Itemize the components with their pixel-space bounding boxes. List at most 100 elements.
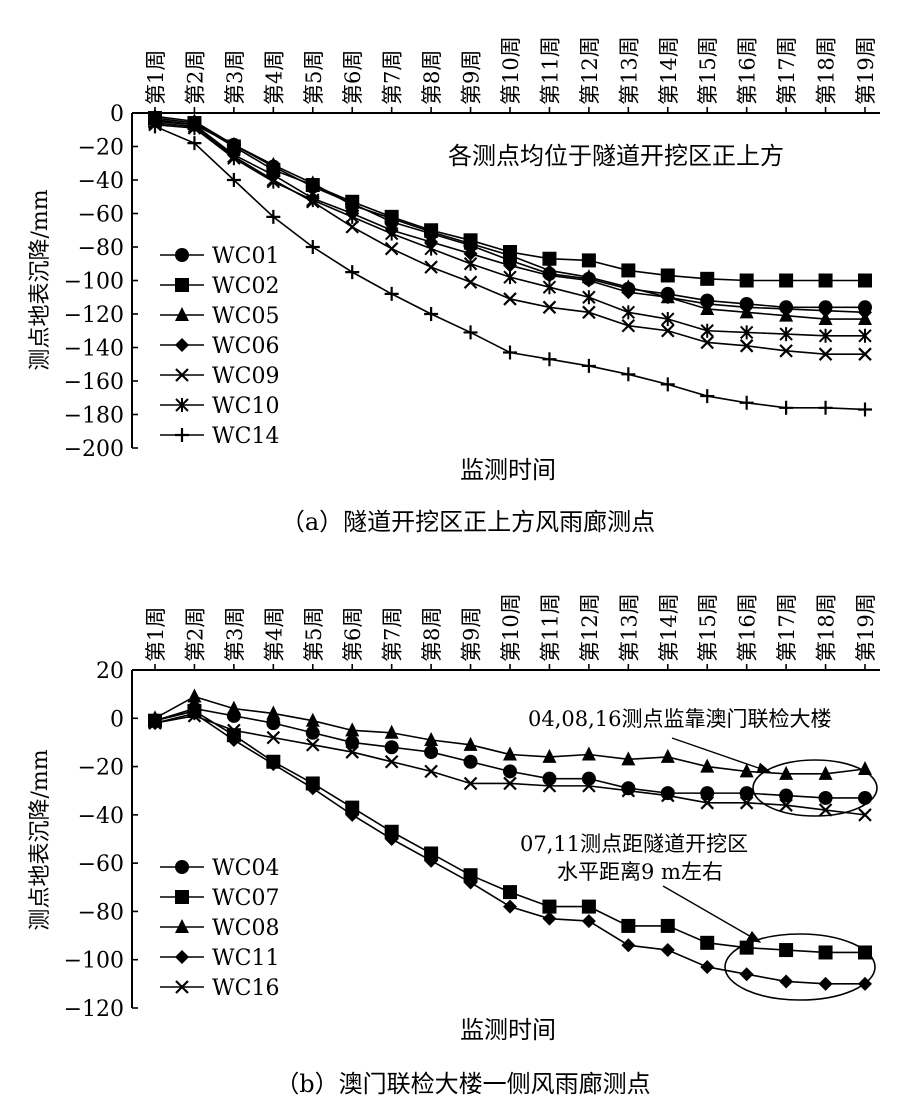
- chart-b-point: [424, 745, 439, 760]
- chart-b-xtick-label: 第19周: [854, 593, 878, 662]
- chart-a-legend-item: WC02: [160, 274, 279, 299]
- chart-b-point: [266, 716, 281, 731]
- chart-a-point: [542, 352, 557, 367]
- chart-b-point: [581, 746, 596, 761]
- chart-b-point: [700, 935, 715, 950]
- chart-b-point: [818, 790, 833, 805]
- chart-b-xtick-label: 第1周: [144, 607, 168, 662]
- chart-a-xtick-label: 第16周: [736, 36, 760, 105]
- chart-a-point: [542, 268, 557, 283]
- chart-b-legend-marker: [175, 980, 189, 994]
- chart-a-point: [503, 292, 517, 306]
- chart-a-point: [700, 323, 714, 338]
- chart-a-legend-marker: [175, 248, 189, 262]
- chart-a-ytick-label: −60: [78, 203, 124, 228]
- chart-b-point: [226, 733, 241, 748]
- chart-b-ylabel: 测点地表沉降/mm: [28, 749, 53, 930]
- chart-b-point: [503, 899, 517, 914]
- chart-b-xtick-label: 第8周: [420, 607, 444, 662]
- chart-a-point: [148, 119, 162, 134]
- chart-a-xtick-label: 第13周: [617, 36, 641, 105]
- chart-b-xtick-label: 第10周: [499, 593, 523, 662]
- chart-a-xtick-label: 第17周: [775, 36, 799, 105]
- chart-a-xtick-label: 第14周: [657, 36, 681, 105]
- chart-b-point: [305, 781, 320, 796]
- chart-b-ytick-label: 0: [110, 707, 124, 732]
- chart-a: 0 −20 −40 −60 −80 −100 −120 −140 −160 −180 −200 第1周…: [28, 36, 880, 536]
- chart-a-legend: WC01 WC02 WC05 WC06 WC09 WC10 WC14: [160, 244, 279, 449]
- chart-a-point: [582, 305, 596, 320]
- chart-a-legend-label: WC01: [212, 244, 279, 269]
- chart-a-legend-item: WC06: [160, 334, 279, 359]
- chart-a-point: [384, 241, 399, 256]
- chart-b-ytick-label: −20: [78, 756, 124, 781]
- chart-b-point: [463, 776, 478, 791]
- chart-b-point: [542, 779, 557, 793]
- chart-b-xtick-label: 第2周: [183, 607, 207, 662]
- chart-b-point: [542, 748, 557, 763]
- chart-b-legend-marker: [175, 950, 189, 964]
- chart-b-point: [384, 754, 399, 769]
- chart-a-point: [582, 290, 596, 305]
- chart-b-xtick-label: 第16周: [736, 593, 760, 662]
- chart-a-point: [621, 285, 636, 300]
- chart-b-point: [660, 918, 675, 933]
- chart-b-xlabel: 监测时间: [460, 1016, 556, 1044]
- chart-b-series-wc07: [148, 704, 872, 960]
- chart-b: 20 0 −20 −40 −60 −80 −100 −120 第1周 第2周 第3周 第4周 第5周 第6…: [28, 593, 880, 1098]
- chart-b-xtick-label: 第15周: [696, 593, 720, 662]
- chart-a-xtick-label: 第2周: [183, 50, 207, 105]
- chart-b-legend-label: WC16: [212, 976, 279, 1001]
- chart-b-point: [463, 875, 478, 890]
- chart-b-ellipse-lower: [724, 933, 876, 1001]
- chart-a-point: [858, 305, 872, 320]
- chart-a-caption: （a）隧道开挖区正上方风雨廊测点: [281, 508, 655, 536]
- chart-b-point: [661, 788, 675, 803]
- chart-a-point: [463, 235, 478, 250]
- chart-b-point: [739, 967, 754, 982]
- chart-a-ytick-label: −40: [78, 169, 124, 194]
- chart-a-point: [621, 263, 636, 278]
- chart-b-series-wc16: [148, 709, 872, 822]
- chart-a-plot: 0 −20 −40 −60 −80 −100 −120 −140 −160 −180 −200 第1周…: [64, 36, 880, 462]
- chart-b-point: [503, 746, 517, 761]
- chart-a-ylabel: 测点地表沉降/mm: [28, 189, 53, 370]
- chart-a-point: [384, 210, 399, 225]
- chart-b-point: [660, 786, 675, 801]
- chart-b-point: [700, 758, 715, 773]
- chart-a-point: [700, 271, 715, 286]
- chart-b-point: [621, 938, 636, 953]
- chart-b-point: [226, 700, 241, 715]
- chart-a-legend-label: WC14: [212, 424, 279, 449]
- chart-b-point: [384, 832, 399, 846]
- chart-a-point: [700, 389, 715, 404]
- chart-b-legend-item: WC16: [160, 976, 279, 1001]
- chart-a-xtick-label: 第15周: [696, 36, 720, 105]
- chart-a-point: [818, 303, 833, 318]
- chart-a-point: [739, 325, 754, 340]
- chart-b-point: [660, 943, 675, 958]
- chart-a-point: [700, 296, 715, 311]
- chart-a-point: [226, 173, 241, 187]
- chart-b-point: [345, 745, 359, 759]
- chart-a-point: [818, 273, 833, 288]
- chart-b-xtick-label: 第3周: [223, 607, 247, 662]
- chart-a-point: [187, 121, 202, 136]
- chart-a-point: [384, 286, 399, 301]
- chart-b-point: [739, 786, 754, 801]
- chart-a-point: [463, 275, 478, 289]
- chart-b-point: [581, 899, 596, 914]
- chart-a-xtick-label: 第5周: [302, 50, 326, 105]
- chart-a-legend-marker: [175, 368, 189, 382]
- chart-a-legend-marker: [175, 307, 189, 321]
- chart-b-point: [621, 918, 636, 933]
- chart-b-point: [660, 748, 675, 763]
- chart-a-point: [661, 312, 675, 327]
- chart-a-xtick-label: 第1周: [144, 50, 168, 105]
- chart-b-point: [858, 760, 872, 775]
- chart-a-legend-item: WC10: [160, 394, 279, 419]
- chart-b-xtick-label: 第7周: [381, 607, 405, 662]
- chart-a-point: [739, 395, 754, 410]
- chart-b-xtick-label: 第18周: [815, 593, 839, 662]
